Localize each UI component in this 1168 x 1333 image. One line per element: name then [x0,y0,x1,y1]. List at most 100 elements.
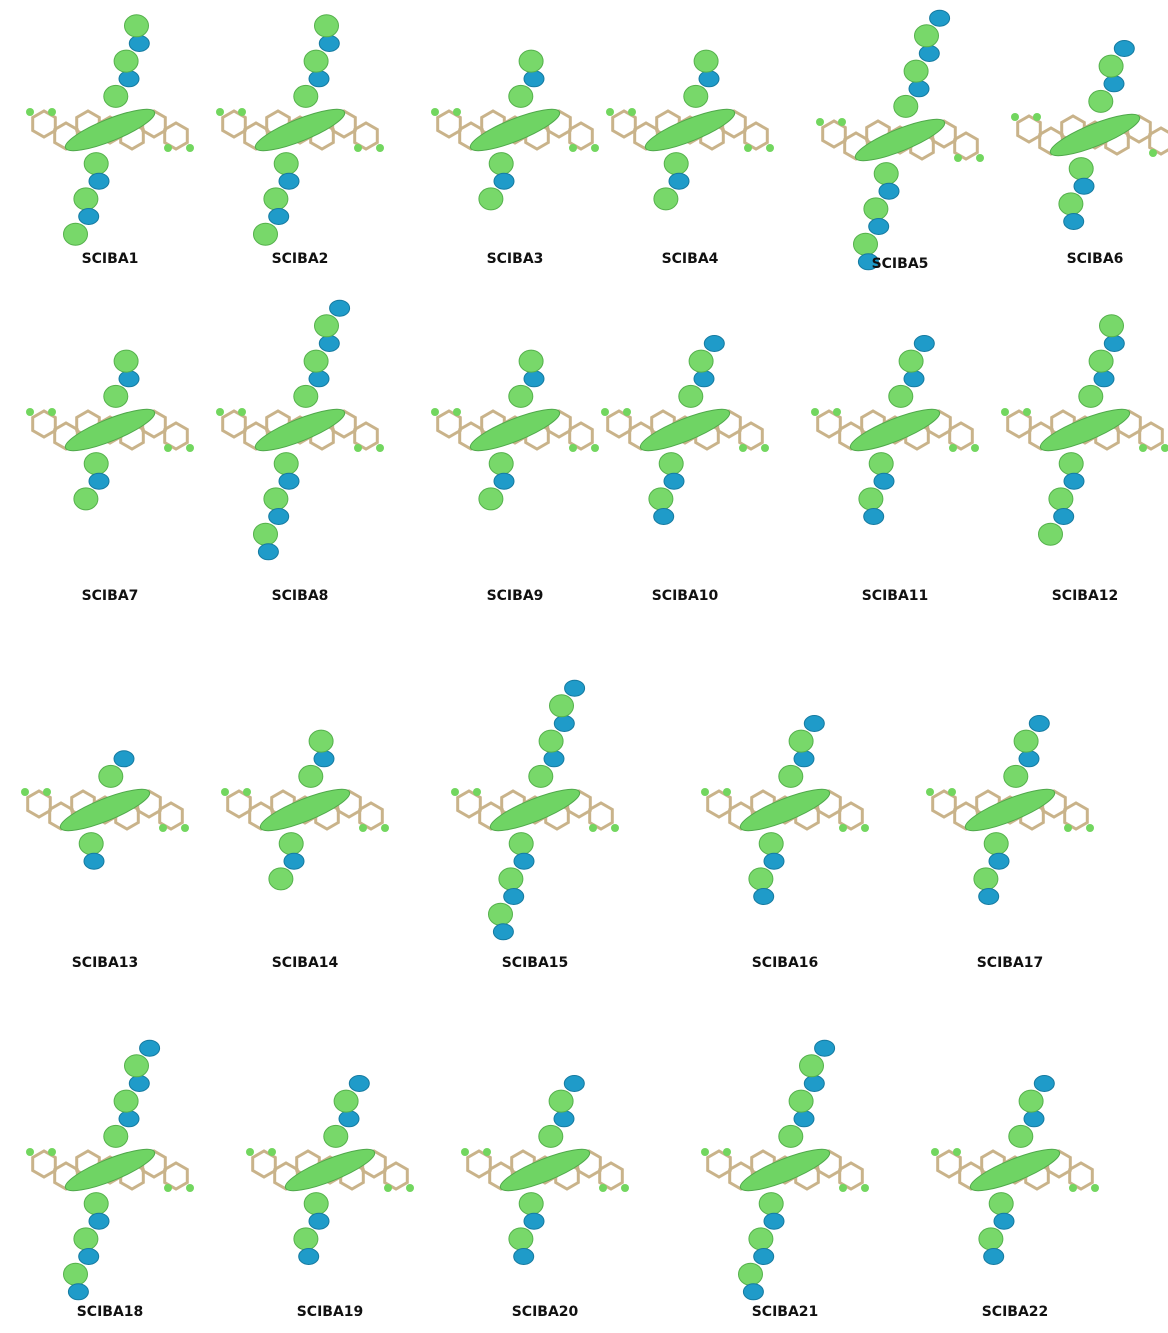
orbital-lobe [874,163,898,185]
orbital-lobe [74,1228,98,1250]
atom-dot [591,144,599,152]
orbital-lobe [284,853,304,869]
orbital-lobe [794,1111,814,1127]
panel-label: SCIBA20 [512,1304,579,1320]
orbital-lobe [68,1284,88,1300]
orbital-lobe [509,385,533,407]
panel-label: SCIBA14 [272,955,339,971]
orbital-lobe [694,50,718,72]
orbital-lobe [119,371,139,387]
orbital-lobe [679,385,703,407]
orbital-lobe [304,350,328,372]
orbital-lobe [269,868,293,890]
orbital-lobe [669,173,689,189]
orbital-lobe [324,1125,348,1147]
orbital-lobe [99,765,123,787]
atom-dot [43,788,51,796]
panel-label: SCIBA17 [977,955,1044,971]
orbital-lobe [689,350,713,372]
panel-label: SCIBA2 [272,251,329,267]
orbital-lobe [489,453,513,475]
orbital-lobe [794,751,814,767]
atom-dot [601,408,609,416]
atom-dot [723,1148,731,1156]
panel-label: SCIBA19 [297,1304,364,1320]
atom-dot [451,788,459,796]
orbital-lobe [309,371,329,387]
orbital-lobe [1104,76,1124,92]
atom-dot [599,1184,607,1192]
molecule [461,1076,629,1265]
panel-label: SCIBA7 [82,588,139,604]
orbital-lobe [804,1076,824,1092]
orbital-lobe [979,889,999,905]
atom-dot [406,1184,414,1192]
atom-dot [701,788,709,796]
orbital-lobe [539,730,563,752]
molecule [811,336,979,525]
atom-dot [628,108,636,116]
atom-dot [268,1148,276,1156]
orbital-lobe [519,1193,543,1215]
orbital-lobe [294,1228,318,1250]
orbital-lobe [64,1263,88,1285]
orbital-lobe [699,71,719,87]
panel-label: SCIBA1 [82,251,139,267]
orbital-lobe [519,350,543,372]
atom-dot [384,1184,392,1192]
orbital-lobe [514,853,534,869]
orbital-lobe [524,371,544,387]
orbital-lobe [894,95,918,117]
molecule [431,350,599,510]
atom-dot [431,108,439,116]
molecule [21,751,189,869]
orbital-lobe [1029,716,1049,732]
orbital-lobe [1099,55,1123,77]
orbital-lobe [1019,751,1039,767]
molecule [926,716,1094,905]
orbital-lobe [554,1111,574,1127]
orbital-lobe [754,889,774,905]
orbital-lobe [494,173,514,189]
atom-dot [811,408,819,416]
atom-dot [701,1148,709,1156]
orbital-lobe [800,1055,824,1077]
molecule [601,336,769,525]
atom-dot [246,1148,254,1156]
orbital-lobe [764,1213,784,1229]
orbital-lobe [1059,193,1083,215]
orbital-lobe [129,1076,149,1092]
orbital-lobe [319,336,339,352]
orbital-lobe [519,50,543,72]
orbital-lobe [664,153,688,175]
orbital-lobe [254,523,278,545]
orbital-lobe [274,453,298,475]
orbital-lobe [315,315,339,337]
orbital-lobe [889,385,913,407]
orbital-lobe [659,453,683,475]
orbital-lobe [294,385,318,407]
orbital-lobe [264,488,288,510]
atom-dot [354,444,362,452]
panel-label: SCIBA5 [872,256,929,272]
atom-dot [381,824,389,832]
orbital-lobe [334,1090,358,1112]
atom-dot [1001,408,1009,416]
orbital-lobe [654,509,674,525]
panel-label: SCIBA15 [502,955,569,971]
atom-dot [861,824,869,832]
atom-dot [971,444,979,452]
panel-label: SCIBA10 [652,588,719,604]
atom-dot [48,108,56,116]
orbital-lobe [125,1055,149,1077]
atom-dot [766,144,774,152]
molecule [931,1076,1099,1265]
orbital-lobe [514,1249,534,1265]
atom-dot [1139,444,1147,452]
atom-dot [1086,824,1094,832]
molecule [26,1040,194,1300]
orbital-lobe [264,188,288,210]
panel-label: SCIBA16 [752,955,819,971]
orbital-lobe [74,188,98,210]
panel-label: SCIBA18 [77,1304,144,1320]
